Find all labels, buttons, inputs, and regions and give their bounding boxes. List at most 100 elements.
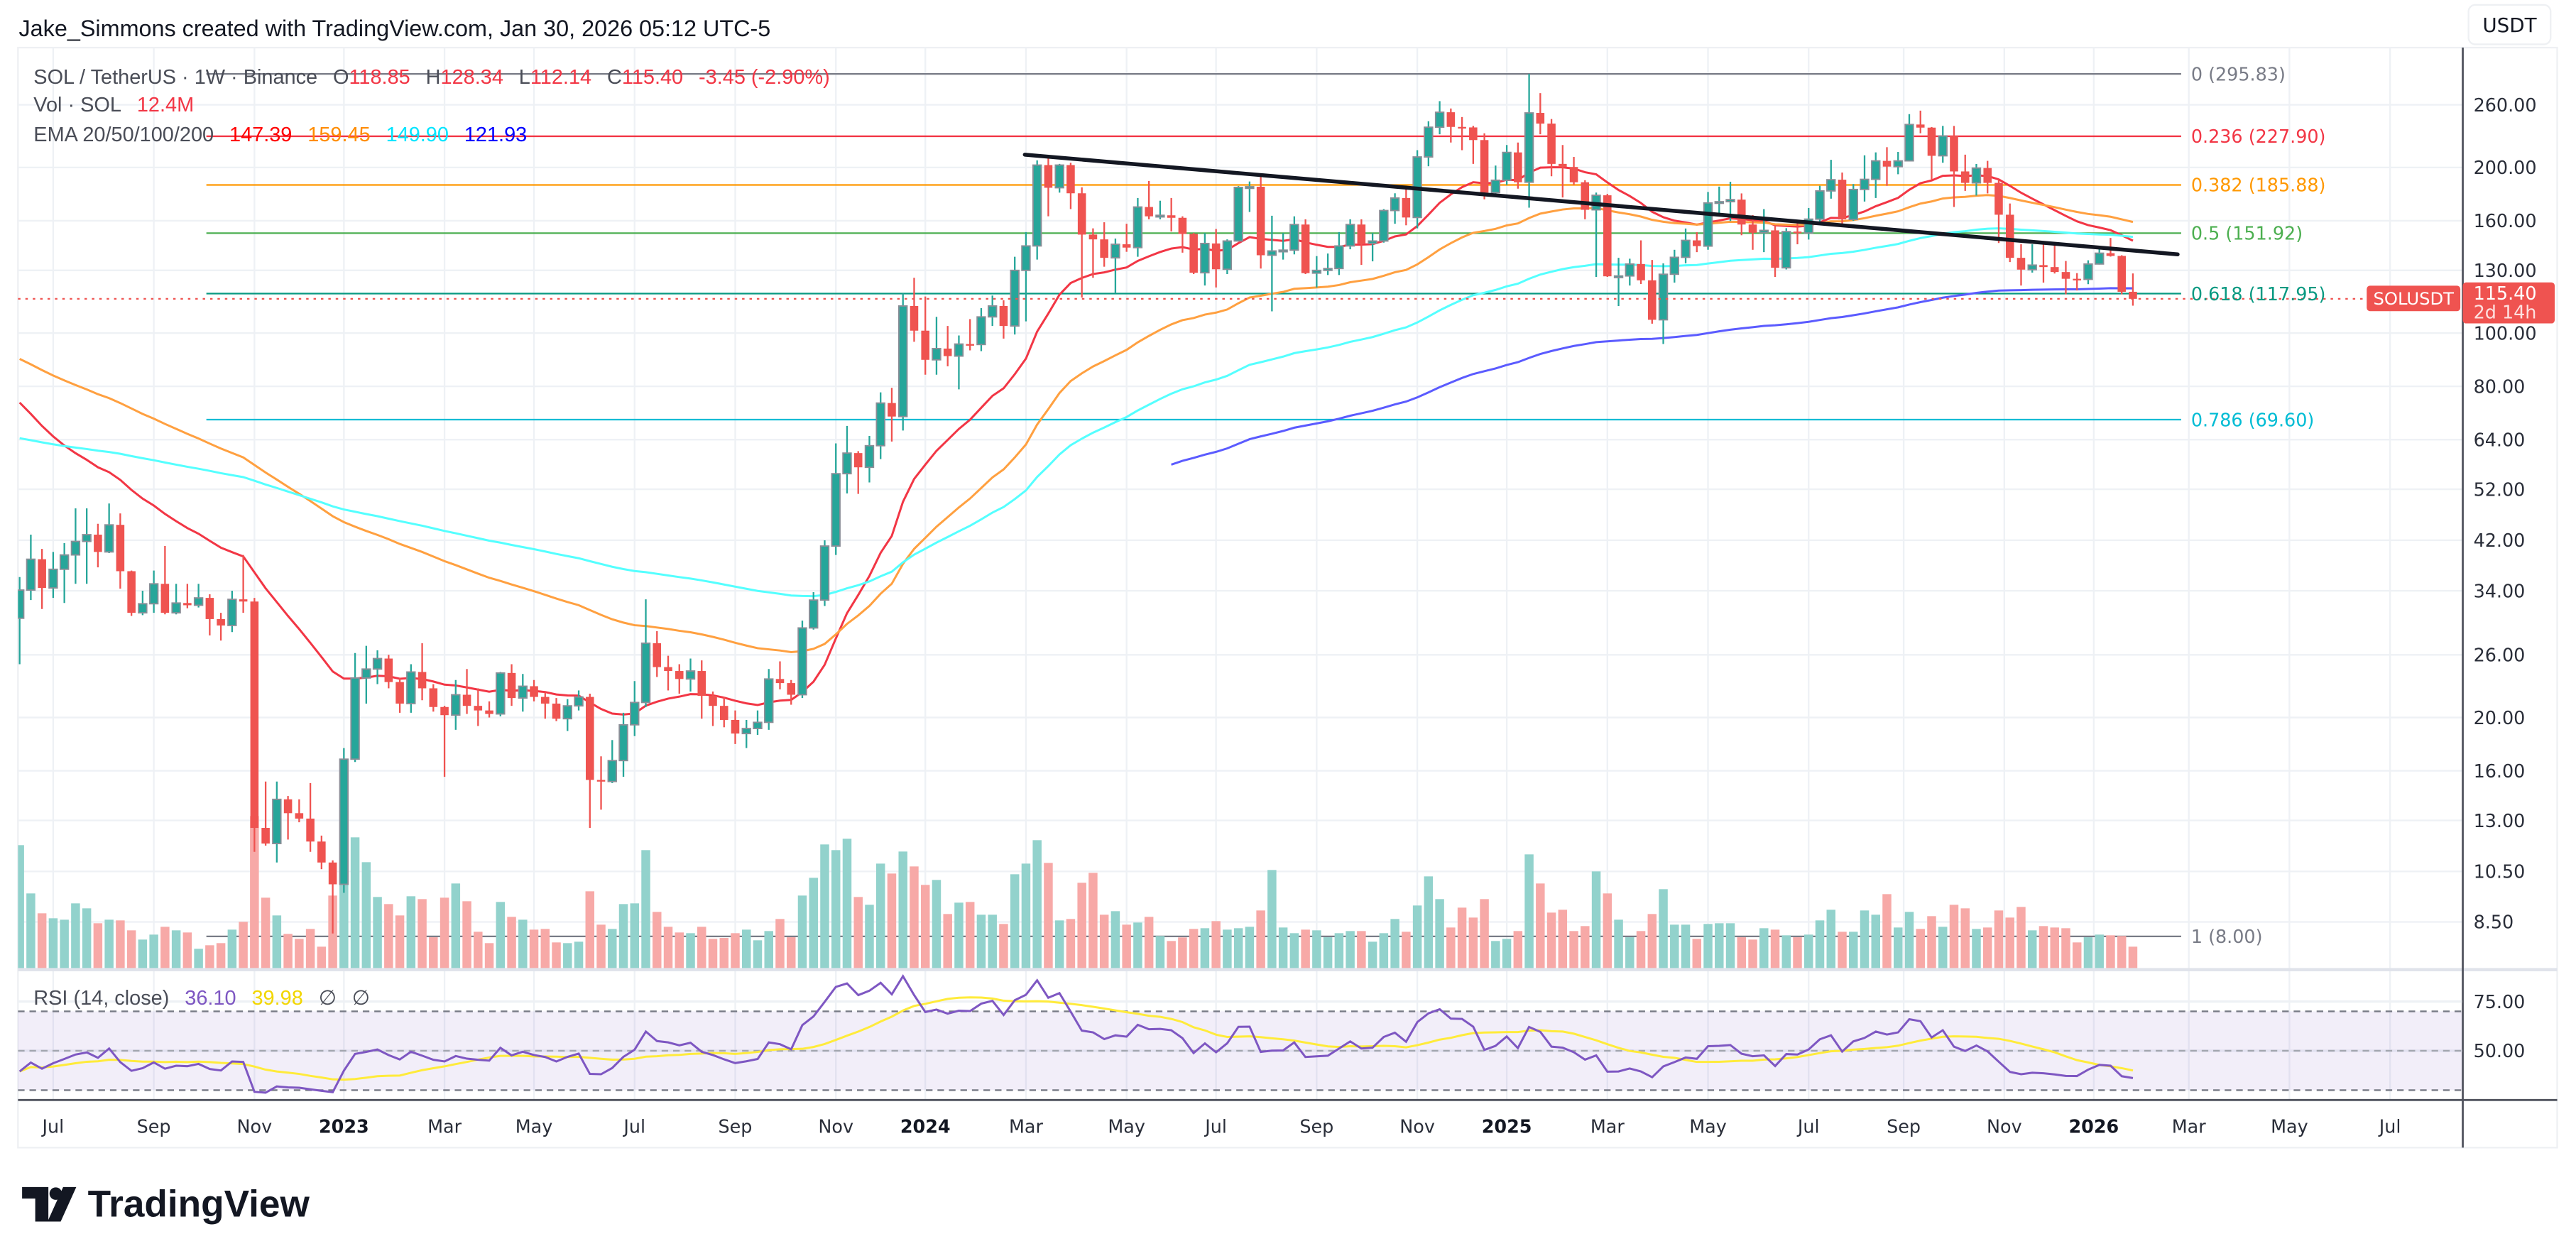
volume-bar — [1826, 910, 1836, 969]
candle — [138, 591, 148, 616]
candle-body — [1960, 171, 1970, 183]
candle — [1289, 216, 1299, 255]
candle-body — [1893, 160, 1903, 168]
candle-body — [1536, 113, 1545, 124]
candle — [987, 295, 998, 327]
attribution-text: Jake_Simmons created with TradingView.co… — [19, 16, 771, 41]
null-icon: ∅ — [352, 987, 370, 1010]
candle — [94, 523, 102, 568]
volume-bar — [641, 850, 650, 969]
volume-bar — [1301, 929, 1310, 969]
volume-bar — [138, 939, 148, 969]
tradingview-logo[interactable]: TradingView — [22, 1184, 310, 1225]
candle — [1625, 258, 1635, 286]
volume-bar — [1346, 931, 1355, 969]
candle — [1100, 222, 1108, 267]
candle-body — [1077, 193, 1086, 235]
candle-body — [731, 719, 740, 734]
price-tick-label: 20.00 — [2474, 707, 2526, 728]
time-tick-label: Sep — [719, 1116, 753, 1137]
candle-body — [1803, 218, 1813, 234]
time-tick-label: May — [1108, 1116, 1145, 1137]
rsi-legend[interactable]: RSI (14, close) 36.10 39.98 ∅ ∅ — [33, 987, 370, 1010]
candle — [1480, 133, 1489, 200]
rsi-lines — [18, 974, 2134, 1094]
volume-bar — [552, 942, 561, 969]
volume-bar — [1122, 924, 1131, 969]
price-tick-label: 26.00 — [2474, 645, 2526, 666]
volume-bar — [797, 895, 807, 969]
candle-body — [966, 344, 974, 346]
price-tick-label: 10.50 — [2474, 861, 2526, 883]
candle-body — [719, 706, 728, 720]
volume-legend[interactable]: Vol · SOL 12.4M — [33, 94, 194, 116]
symbol-name: SOL / TetherUS · 1W · Binance — [33, 66, 317, 89]
ema100-value: 149.90 — [386, 124, 449, 146]
volume-series — [18, 794, 2138, 969]
volume-bar — [283, 934, 293, 969]
candle-body — [26, 558, 36, 591]
volume-bar — [104, 919, 114, 969]
symbol-legend[interactable]: SOL / TetherUS · 1W · Binance O118.85 H1… — [33, 66, 829, 89]
candle-body — [1222, 240, 1233, 271]
trendline-layer[interactable] — [1022, 153, 2180, 257]
candle — [853, 451, 863, 494]
candle — [640, 599, 651, 707]
volume-bar — [1894, 927, 1903, 969]
volume-bar — [227, 929, 237, 969]
candle-body — [1424, 126, 1434, 158]
close-value: 115.40 — [622, 66, 683, 89]
volume-bar — [853, 897, 863, 969]
candle-body — [1603, 195, 1612, 277]
candle-body — [586, 697, 594, 780]
time-tick-label: Nov — [1399, 1116, 1435, 1137]
open-label: O — [333, 66, 349, 89]
candle — [70, 508, 81, 584]
volume-bar — [1144, 917, 1154, 969]
candle — [507, 664, 516, 706]
close-label: C — [607, 66, 622, 89]
volume-bar — [976, 914, 986, 969]
candle — [1256, 175, 1265, 269]
candle-body — [18, 589, 25, 619]
candle — [1133, 197, 1143, 257]
candle-body — [1950, 136, 1958, 172]
volume-bar — [1815, 920, 1825, 969]
candle-body — [753, 721, 763, 729]
volume-bar — [116, 920, 125, 969]
candle — [1648, 260, 1657, 324]
candle — [26, 535, 36, 601]
volume-bar — [630, 903, 640, 969]
candle-body — [205, 598, 214, 619]
time-tick-label: Nov — [237, 1116, 273, 1137]
candle-body — [775, 679, 785, 684]
volume-bar — [1692, 939, 1702, 969]
volume-bar — [1681, 924, 1691, 969]
volume-bar — [1167, 941, 1176, 969]
candle — [1703, 192, 1713, 250]
volume-bar — [653, 912, 662, 969]
candle-body — [2129, 291, 2137, 299]
price-tick-label: 13.00 — [2474, 810, 2526, 831]
volume-bar — [2039, 926, 2048, 969]
candle — [664, 655, 672, 691]
candle — [518, 674, 528, 712]
currency-button[interactable]: USDT — [2467, 4, 2552, 45]
candle — [1681, 228, 1691, 263]
candle — [328, 860, 337, 934]
candle-body — [451, 694, 461, 716]
volume-bar — [1446, 927, 1456, 969]
trendline[interactable] — [1022, 153, 2180, 257]
candle-body — [1145, 207, 1153, 217]
ema100-line — [19, 227, 2134, 598]
candle-body — [1245, 186, 1255, 190]
candle-body — [831, 473, 841, 547]
candle-body — [541, 697, 550, 704]
candle-body — [1211, 243, 1221, 270]
fib-level-label: 0.618 (117.95) — [2191, 283, 2326, 305]
candle-body — [1233, 186, 1243, 242]
ema-legend[interactable]: EMA 20/50/100/200 147.39 159.45 149.90 1… — [33, 124, 527, 146]
candle-body — [1402, 197, 1411, 218]
rsi-pane — [18, 974, 2462, 1094]
